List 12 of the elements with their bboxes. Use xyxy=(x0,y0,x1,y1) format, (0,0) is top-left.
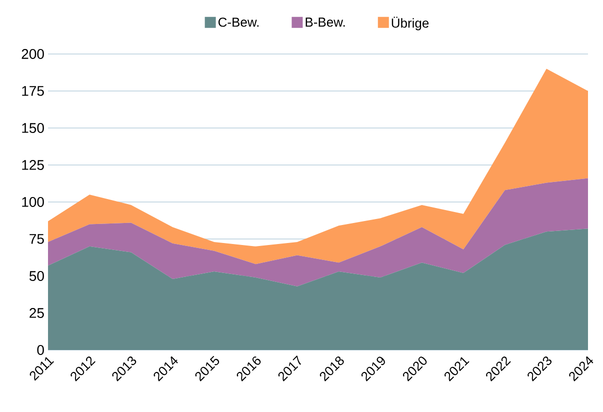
y-tick-label: 125 xyxy=(22,160,44,170)
y-tick-label: 200 xyxy=(22,49,44,59)
y-tick-label: 175 xyxy=(22,86,44,96)
y-tick-label: 50 xyxy=(29,271,44,281)
legend-label: C-Bew. xyxy=(218,18,259,27)
y-tick-label: 25 xyxy=(30,308,44,318)
y-tick-label: 100 xyxy=(22,197,44,207)
legend-label: B-Bew. xyxy=(306,18,345,27)
y-tick-label: 75 xyxy=(30,234,44,244)
legend-label: Übrige xyxy=(392,16,429,30)
y-tick-label: 150 xyxy=(22,123,44,133)
y-tick-label: 0 xyxy=(37,345,44,355)
